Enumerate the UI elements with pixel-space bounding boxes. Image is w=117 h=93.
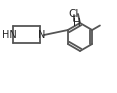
Text: H: H — [73, 18, 81, 28]
Text: N: N — [38, 30, 45, 40]
Text: Cl: Cl — [68, 9, 78, 19]
Text: HN: HN — [2, 30, 17, 40]
